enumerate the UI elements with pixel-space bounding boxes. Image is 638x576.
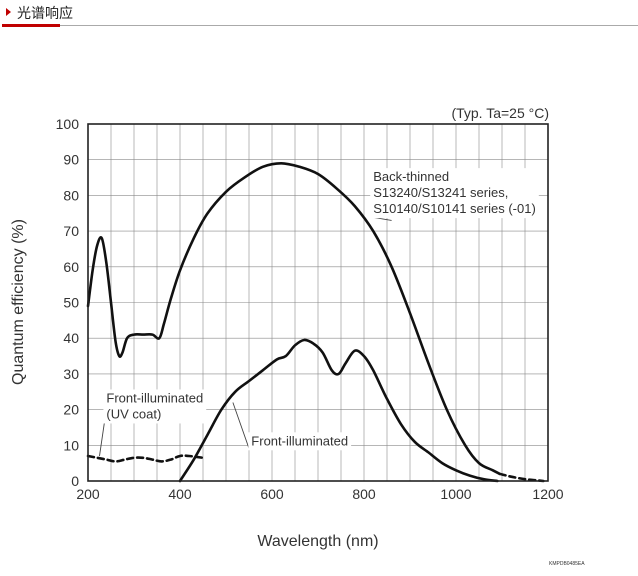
y-tick-label: 60 [63, 259, 79, 275]
y-tick-label: 80 [63, 187, 79, 203]
series-label-back-thinned: S10140/S10141 series (-01) [373, 201, 536, 216]
x-axis-label: Wavelength (nm) [257, 533, 378, 550]
series-line-front [178, 338, 499, 483]
x-tick-label: 600 [260, 486, 284, 502]
section-title: 光谱响应 [17, 6, 73, 22]
y-tick-label: 40 [63, 330, 79, 346]
series-label-front-uv: (UV coat) [106, 406, 161, 421]
y-tick-label: 90 [63, 152, 79, 168]
x-tick-label: 1200 [532, 486, 563, 502]
plot-frame [87, 123, 549, 482]
header-divider [2, 25, 638, 26]
series-line-back-thinned [86, 162, 501, 476]
y-tick-label: 50 [63, 295, 79, 311]
y-tick-label: 10 [63, 437, 79, 453]
series-label-back-thinned: S13240/S13241 series, [373, 185, 508, 200]
x-tick-label: 200 [76, 486, 100, 502]
leader-line [99, 422, 202, 457]
y-tick-label: 30 [63, 366, 79, 382]
series-label-backdrop [248, 432, 352, 451]
x-tick-label: 400 [168, 486, 192, 502]
y-tick-label: 0 [71, 473, 79, 489]
y-tick-labels: 0 10 20 30 40 50 60 70 80 90 100 [56, 116, 80, 489]
x-tick-labels: 200 400 600 800 1000 1200 [76, 486, 563, 502]
condition-label: (Typ. Ta=25 °C) [451, 105, 549, 121]
document-code: KMPDB0485EA [549, 561, 585, 567]
y-tick-label: 20 [63, 402, 79, 418]
y-axis-label: Quantum efficiency (%) [10, 219, 27, 385]
series-label-front-uv: Front-illuminated [106, 390, 203, 405]
x-tick-label: 1000 [440, 486, 471, 502]
header-accent-bar [2, 24, 60, 27]
series-line-back-thinned-extension [498, 472, 545, 483]
series-label-backdrop [370, 168, 539, 219]
series-label-backdrop [103, 389, 207, 424]
y-tick-label: 70 [63, 223, 79, 239]
series-line-front-uv [86, 454, 205, 463]
series-label-front: Front-illuminated [251, 433, 348, 448]
bullet-marker-icon [6, 8, 11, 16]
section-header: 光谱响应 [0, 0, 638, 28]
x-tick-label: 800 [352, 486, 376, 502]
series-label-back-thinned: Back-thinned [373, 169, 449, 184]
y-tick-label: 100 [56, 116, 80, 132]
